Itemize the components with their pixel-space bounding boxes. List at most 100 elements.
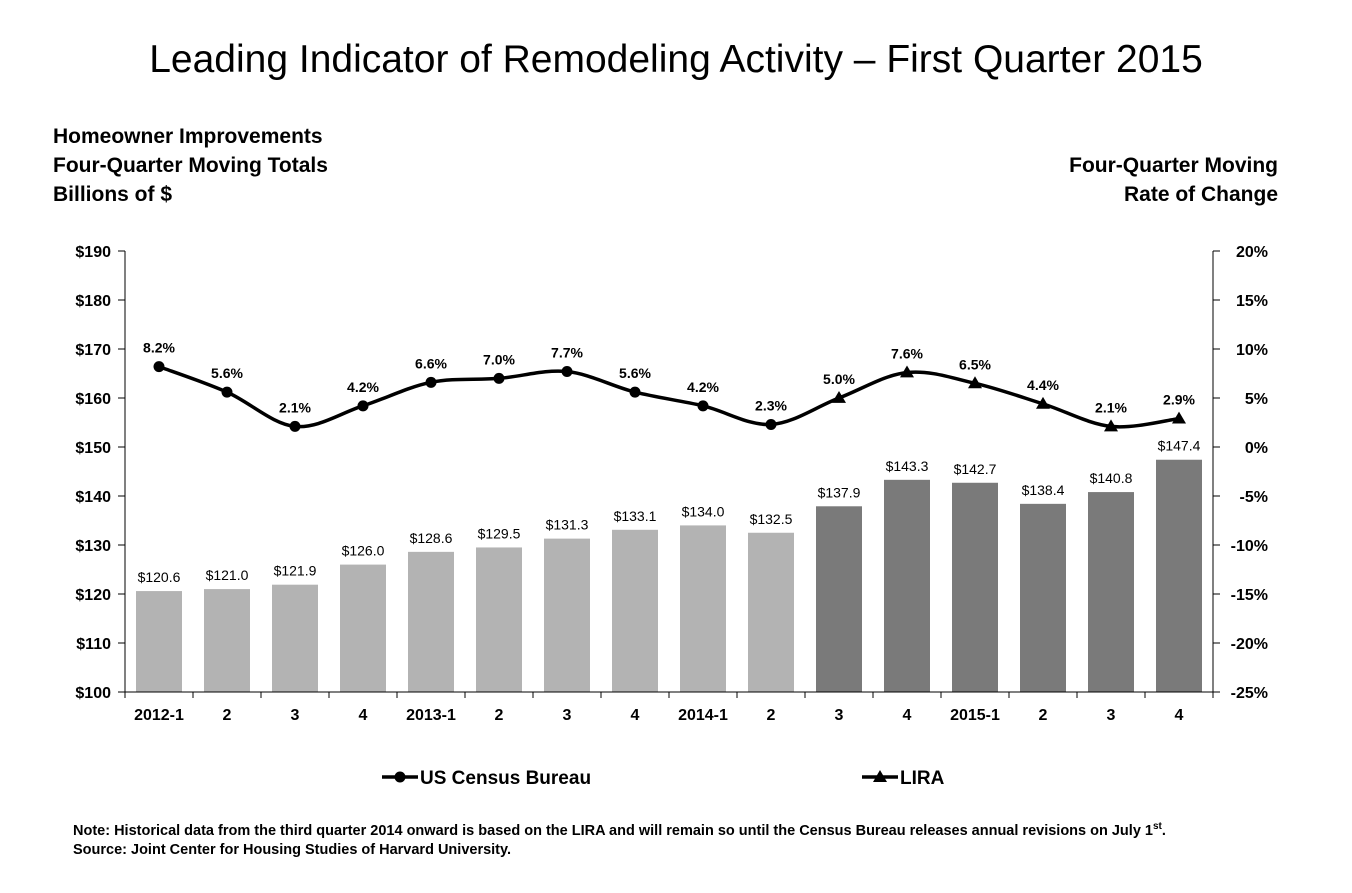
bar <box>1088 492 1134 692</box>
bar <box>680 525 726 692</box>
left-tick-label: $170 <box>75 342 111 359</box>
rate-value-label: 4.2% <box>687 379 719 395</box>
bar-value-label: $131.3 <box>546 517 589 533</box>
bar-value-label: $137.9 <box>818 484 861 500</box>
lira-point <box>1172 411 1186 424</box>
rate-line <box>158 365 1180 429</box>
left-axis-title: Homeowner Improvements Four-Quarter Movi… <box>53 122 328 209</box>
left-tick-label: $110 <box>76 636 111 653</box>
x-tick-label: 4 <box>359 707 368 724</box>
x-tick-label: 3 <box>291 707 300 724</box>
bar-value-label: $126.0 <box>342 543 385 559</box>
bar <box>408 551 454 692</box>
legend: US Census Bureau LIRA <box>382 768 945 789</box>
census-point <box>153 361 165 373</box>
left-tick-label: $190 <box>75 244 111 261</box>
left-tick-label: $160 <box>75 391 111 408</box>
right-tick-label: 20% <box>1236 244 1268 261</box>
x-tick-label: 3 <box>563 707 572 724</box>
x-tick-label: 2 <box>767 707 776 724</box>
legend-label-lira: LIRA <box>900 768 945 789</box>
axes: $100 $110 $120 $130 $140 $150 $160 $170 $180 $190… <box>75 244 1268 724</box>
left-tick-label: $150 <box>75 440 111 457</box>
bar-value-label: $128.6 <box>410 530 453 546</box>
right-tick-label: -15% <box>1231 587 1268 604</box>
bar-value-label: $134.0 <box>682 503 725 519</box>
footnote: Note: Historical data from the third qua… <box>73 817 1203 860</box>
bar-value-label: $133.1 <box>614 508 657 524</box>
rate-value-label: 5.0% <box>823 371 855 387</box>
rate-value-label: 4.4% <box>1027 377 1059 393</box>
bar <box>952 482 998 692</box>
bar <box>204 589 250 692</box>
rate-value-label: 2.1% <box>1095 399 1127 415</box>
x-tick-label: 4 <box>1175 707 1184 724</box>
note-superscript: st <box>1152 821 1162 832</box>
bar <box>1020 503 1066 692</box>
bar <box>136 591 182 692</box>
legend-label-census: US Census Bureau <box>420 768 591 789</box>
lira-point <box>968 376 982 389</box>
left-tick-label: $100 <box>75 685 111 702</box>
bar-value-label: $142.7 <box>954 461 997 477</box>
note-text: Note: Historical data from the third qua… <box>73 817 1203 841</box>
right-axis-title-line: Four-Quarter Moving <box>1069 154 1278 177</box>
x-tick-label: 4 <box>903 707 912 724</box>
lira-point <box>1036 396 1050 409</box>
census-point <box>561 366 573 378</box>
census-point <box>697 400 709 412</box>
bar-series <box>136 459 1202 692</box>
lira-point <box>832 391 846 403</box>
rate-line-series <box>153 361 1186 432</box>
rate-value-label: 8.2% <box>143 340 175 356</box>
bar-value-label: $120.6 <box>138 569 181 585</box>
census-point <box>357 400 369 412</box>
right-axis-title-line: Rate of Change <box>1123 183 1278 206</box>
x-tick-label: 2 <box>495 707 504 724</box>
rate-value-label: 5.6% <box>211 365 243 381</box>
bar <box>748 532 794 692</box>
rate-value-label: 2.3% <box>755 397 787 413</box>
note-period: . <box>1161 822 1166 839</box>
bar-value-label: $147.4 <box>1158 438 1201 454</box>
bar-value-label: $129.5 <box>478 525 521 541</box>
rate-value-label: 4.2% <box>347 379 379 395</box>
x-tick-label: 2013-1 <box>406 707 456 724</box>
x-tick-label: 2014-1 <box>678 707 728 724</box>
bar <box>272 584 318 692</box>
x-tick-label: 3 <box>1107 707 1116 724</box>
right-tick-label: -5% <box>1240 489 1268 506</box>
bar <box>544 538 590 692</box>
census-point <box>765 418 777 430</box>
x-tick-label: 2012-1 <box>134 707 184 724</box>
right-tick-label: 15% <box>1236 293 1268 310</box>
left-tick-label: $120 <box>75 587 111 604</box>
rate-value-label: 7.0% <box>483 351 515 367</box>
left-tick-label: $180 <box>75 293 111 310</box>
rate-value-label: 5.6% <box>619 365 651 381</box>
right-tick-label: -25% <box>1231 685 1268 702</box>
rate-value-label: 2.9% <box>1163 392 1195 408</box>
bar-value-label: $138.4 <box>1022 482 1065 498</box>
x-tick-label: 4 <box>631 707 640 724</box>
bar-value-label: $143.3 <box>886 458 929 474</box>
lira-point <box>1104 419 1118 432</box>
bar <box>884 479 930 692</box>
x-tick-label: 3 <box>835 707 844 724</box>
rate-value-label: 7.6% <box>891 346 923 362</box>
left-axis-title-line: Billions of $ <box>53 183 173 206</box>
bar-value-label: $140.8 <box>1090 470 1133 486</box>
census-point <box>221 386 233 398</box>
left-axis-title-line: Four-Quarter Moving Totals <box>53 154 328 177</box>
bar-value-label: $132.5 <box>750 511 793 527</box>
right-tick-label: -20% <box>1231 636 1268 653</box>
source-text: Source: Joint Center for Housing Studies… <box>73 841 512 858</box>
data-labels: $120.6 $121.0 $121.9 $126.0 $128.6 $129.5 $131… <box>138 340 1201 585</box>
left-tick-label: $130 <box>75 538 111 555</box>
census-point <box>493 372 505 384</box>
bar-value-label: $121.0 <box>206 567 249 583</box>
lira-point <box>900 365 914 378</box>
note-line: Note: Historical data from the third qua… <box>73 822 1153 839</box>
left-tick-label: $140 <box>75 489 111 506</box>
